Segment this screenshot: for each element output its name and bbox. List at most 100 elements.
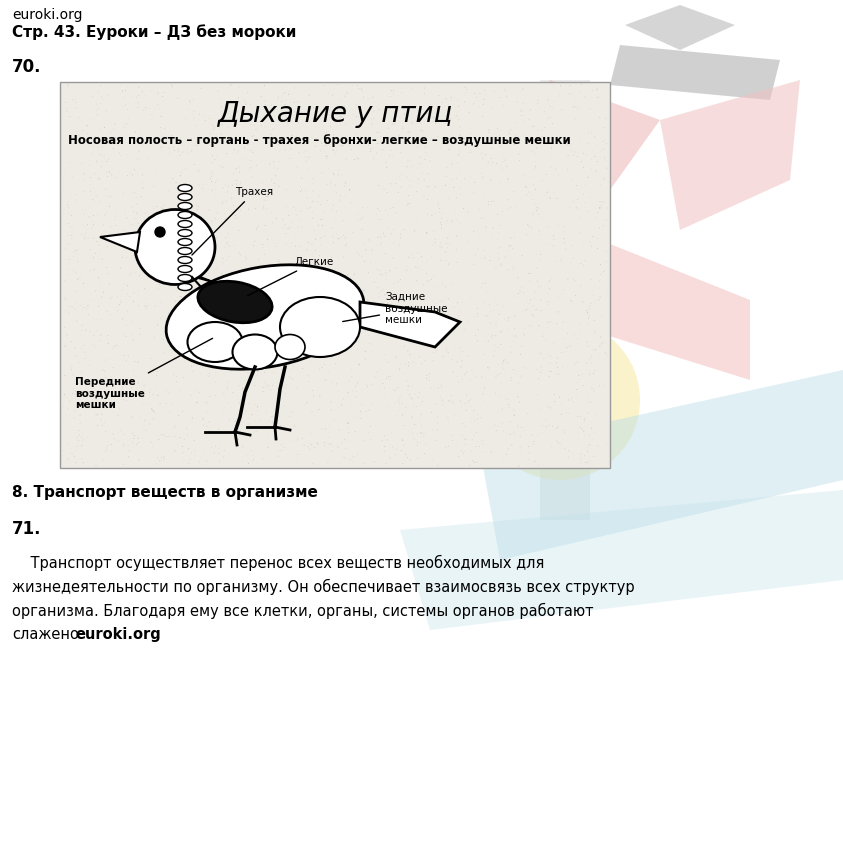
Point bbox=[94, 296, 108, 310]
Point bbox=[291, 433, 304, 447]
Point bbox=[234, 281, 248, 295]
Point bbox=[339, 87, 352, 101]
Point bbox=[302, 331, 315, 345]
Point bbox=[395, 86, 409, 99]
Point bbox=[509, 329, 523, 343]
Point bbox=[243, 164, 256, 177]
Point bbox=[532, 169, 545, 183]
Point bbox=[212, 422, 225, 436]
Point bbox=[136, 176, 149, 189]
Point bbox=[586, 83, 599, 97]
Point bbox=[422, 329, 436, 342]
Point bbox=[151, 87, 164, 100]
Point bbox=[110, 375, 124, 389]
Point bbox=[205, 166, 218, 179]
Point bbox=[152, 312, 165, 326]
Point bbox=[68, 341, 82, 355]
Point bbox=[289, 268, 303, 282]
Point bbox=[414, 124, 427, 138]
Point bbox=[302, 131, 315, 144]
Point bbox=[436, 398, 449, 412]
Point bbox=[510, 368, 524, 381]
Point bbox=[439, 280, 453, 294]
Point bbox=[309, 207, 322, 221]
Point bbox=[473, 133, 486, 147]
Point bbox=[594, 336, 608, 350]
Point bbox=[216, 113, 229, 127]
Point bbox=[63, 394, 77, 408]
Point bbox=[527, 206, 540, 220]
Point bbox=[160, 384, 174, 397]
Point bbox=[89, 284, 103, 297]
Point bbox=[534, 363, 548, 377]
Point bbox=[581, 444, 594, 458]
Point bbox=[337, 179, 351, 193]
Point bbox=[453, 181, 466, 194]
Point bbox=[175, 217, 189, 231]
Point bbox=[572, 102, 586, 115]
Point bbox=[221, 213, 234, 227]
Point bbox=[191, 396, 204, 409]
Point bbox=[165, 129, 179, 143]
Point bbox=[568, 144, 582, 158]
Point bbox=[471, 391, 485, 404]
Point bbox=[100, 443, 114, 457]
Point bbox=[556, 129, 570, 143]
Point bbox=[582, 137, 595, 150]
Point bbox=[153, 454, 167, 468]
Point bbox=[510, 342, 524, 356]
Point bbox=[512, 270, 525, 284]
Point bbox=[380, 316, 394, 329]
Point bbox=[491, 427, 505, 441]
Point bbox=[332, 331, 346, 345]
Point bbox=[141, 267, 154, 280]
Point bbox=[143, 226, 157, 239]
Point bbox=[306, 171, 319, 185]
Point bbox=[303, 200, 317, 214]
Point bbox=[238, 93, 251, 107]
Point bbox=[314, 144, 328, 158]
Point bbox=[314, 166, 327, 180]
Point bbox=[124, 244, 137, 257]
Point bbox=[114, 79, 127, 93]
Point bbox=[57, 177, 71, 191]
Point bbox=[471, 242, 485, 256]
Point bbox=[92, 136, 105, 149]
Point bbox=[359, 405, 373, 419]
Point bbox=[212, 442, 226, 456]
Point bbox=[239, 404, 253, 418]
Point bbox=[257, 380, 271, 394]
Point bbox=[209, 439, 223, 453]
Point bbox=[179, 212, 192, 226]
Point bbox=[593, 90, 606, 104]
Point bbox=[217, 450, 230, 464]
Point bbox=[402, 197, 416, 211]
Point bbox=[247, 119, 260, 132]
Point bbox=[303, 258, 317, 272]
Point bbox=[541, 93, 555, 107]
Point bbox=[152, 246, 165, 260]
Point bbox=[216, 181, 229, 194]
Point bbox=[261, 239, 275, 252]
Point bbox=[594, 432, 608, 446]
Point bbox=[142, 241, 155, 255]
Point bbox=[599, 137, 613, 150]
Point bbox=[493, 128, 507, 142]
Point bbox=[515, 249, 529, 262]
Polygon shape bbox=[625, 5, 735, 50]
Point bbox=[111, 138, 125, 152]
Point bbox=[94, 172, 107, 186]
Point bbox=[120, 329, 133, 343]
Point bbox=[67, 382, 80, 396]
Point bbox=[72, 356, 86, 369]
Point bbox=[203, 390, 217, 403]
Point bbox=[145, 108, 158, 121]
Point bbox=[185, 144, 198, 158]
Point bbox=[422, 370, 436, 384]
Point bbox=[319, 138, 332, 152]
Point bbox=[67, 368, 80, 382]
Point bbox=[104, 308, 117, 322]
Point bbox=[552, 305, 566, 318]
Point bbox=[401, 196, 415, 210]
Point bbox=[489, 261, 502, 274]
